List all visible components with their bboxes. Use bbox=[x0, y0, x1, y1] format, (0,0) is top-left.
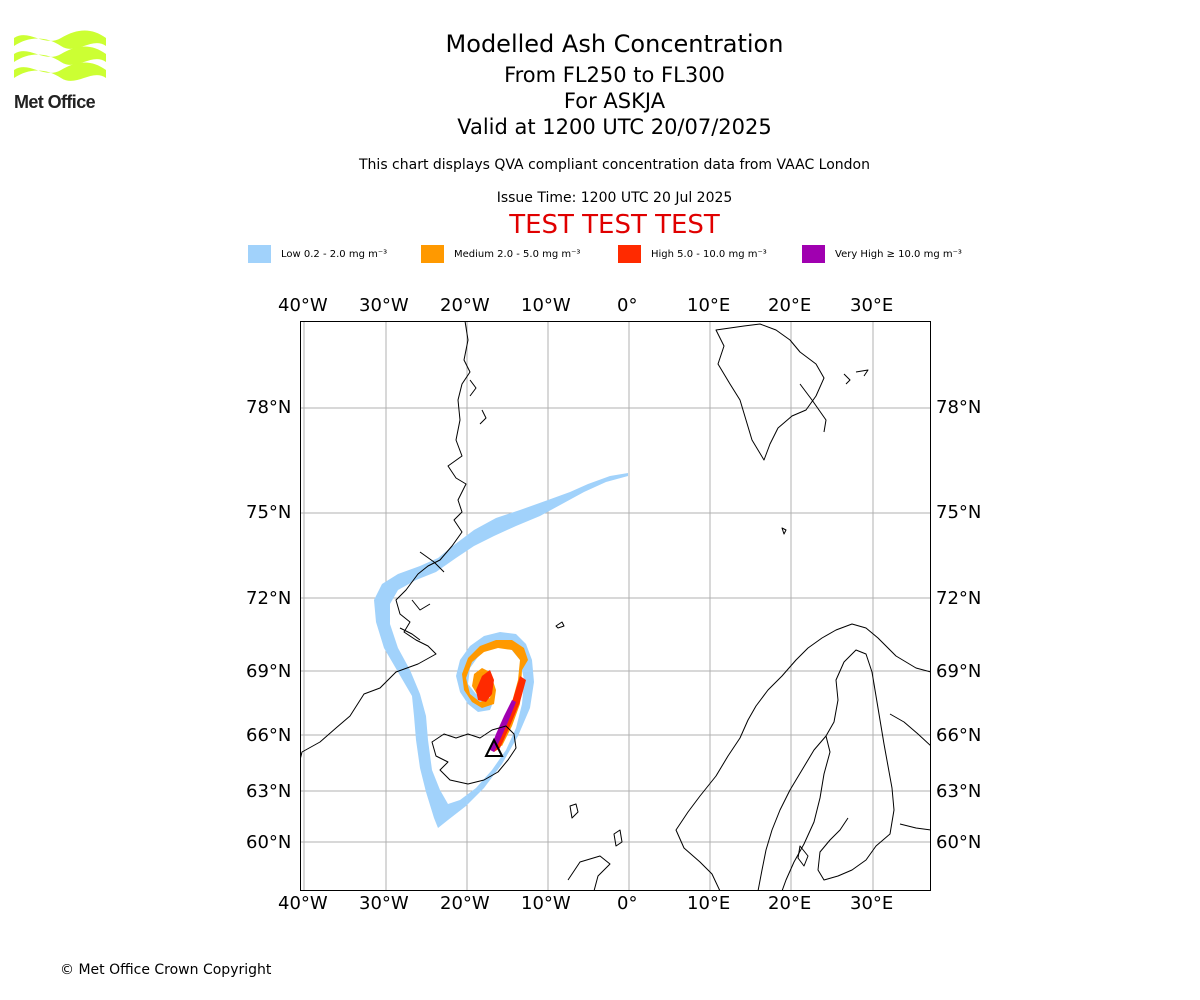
lat-label-right: 78°N bbox=[936, 397, 982, 418]
lat-label-right: 69°N bbox=[936, 661, 982, 682]
lat-label-left: 72°N bbox=[246, 588, 292, 609]
test-banner: TEST TEST TEST bbox=[509, 210, 720, 240]
askja-volcano-marker bbox=[484, 737, 504, 757]
lat-label-left: 63°N bbox=[246, 781, 292, 802]
ash-low bbox=[374, 473, 628, 828]
ash-very-high bbox=[490, 700, 516, 752]
greenland-coast bbox=[300, 321, 471, 761]
chart-title: Modelled Ash Concentration bbox=[445, 30, 784, 58]
legend-item-very-high: Very High ≥ 10.0 mg m⁻³ bbox=[802, 244, 962, 264]
chart-header: Modelled Ash Concentration From FL250 to… bbox=[0, 30, 1200, 240]
iceland-coast bbox=[431, 725, 517, 785]
volcano-name: For ASKJA bbox=[563, 89, 666, 113]
lat-label-left: 75°N bbox=[246, 502, 292, 523]
lon-label-top: 20°E bbox=[768, 295, 812, 316]
lon-label-bottom: 40°W bbox=[278, 893, 328, 914]
legend-label-medium: Medium 2.0 - 5.0 mg m⁻³ bbox=[454, 248, 581, 260]
lon-label-bottom: 0° bbox=[617, 893, 638, 914]
lon-label-top: 10°W bbox=[521, 295, 571, 316]
lat-label-right: 60°N bbox=[936, 832, 982, 853]
legend-label-very-high: Very High ≥ 10.0 mg m⁻³ bbox=[835, 248, 962, 260]
lon-label-top: 10°E bbox=[687, 295, 731, 316]
lon-label-bottom: 30°E bbox=[850, 893, 894, 914]
lat-label-left: 66°N bbox=[246, 725, 292, 746]
lon-label-top: 20°W bbox=[440, 295, 490, 316]
lon-label-top: 40°W bbox=[278, 295, 328, 316]
met-office-logo: Met Office bbox=[14, 30, 109, 112]
lon-label-top: 0° bbox=[617, 295, 638, 316]
legend-item-medium: Medium 2.0 - 5.0 mg m⁻³ bbox=[421, 244, 580, 264]
map-frame bbox=[300, 321, 931, 891]
legend-label-high: High 5.0 - 10.0 mg m⁻³ bbox=[651, 248, 767, 260]
lat-label-left: 69°N bbox=[246, 661, 292, 682]
ash-map bbox=[300, 321, 931, 891]
lon-label-bottom: 20°W bbox=[440, 893, 490, 914]
legend-swatch-low bbox=[248, 245, 271, 263]
legend-item-high: High 5.0 - 10.0 mg m⁻³ bbox=[618, 244, 767, 264]
lat-label-right: 66°N bbox=[936, 725, 982, 746]
scandinavia-coast bbox=[675, 623, 931, 891]
met-office-wave-icon bbox=[14, 30, 106, 81]
jan-mayen-coast bbox=[555, 621, 565, 629]
lon-label-bottom: 30°W bbox=[359, 893, 409, 914]
legend-swatch-high bbox=[618, 245, 641, 263]
logo-text: Met Office bbox=[14, 92, 96, 112]
lat-label-left: 60°N bbox=[246, 832, 292, 853]
lat-label-right: 72°N bbox=[936, 588, 982, 609]
legend-swatch-medium bbox=[421, 245, 444, 263]
legend-swatch-very-high bbox=[802, 245, 825, 263]
legend-item-low: Low 0.2 - 2.0 mg m⁻³ bbox=[248, 244, 387, 264]
lon-label-top: 30°W bbox=[359, 295, 409, 316]
concentration-legend: Low 0.2 - 2.0 mg m⁻³ Medium 2.0 - 5.0 mg… bbox=[248, 244, 1008, 264]
svalbard-coast bbox=[715, 323, 825, 461]
valid-time: Valid at 1200 UTC 20/07/2025 bbox=[457, 115, 772, 139]
graticule bbox=[300, 321, 931, 891]
coastlines bbox=[300, 321, 931, 891]
lat-label-right: 63°N bbox=[936, 781, 982, 802]
lat-label-left: 78°N bbox=[246, 397, 292, 418]
flight-level-range: From FL250 to FL300 bbox=[504, 63, 725, 87]
chart-description: This chart displays QVA compliant concen… bbox=[359, 157, 870, 173]
legend-label-low: Low 0.2 - 2.0 mg m⁻³ bbox=[281, 248, 388, 260]
lat-label-right: 75°N bbox=[936, 502, 982, 523]
lon-label-bottom: 10°W bbox=[521, 893, 571, 914]
lon-label-top: 30°E bbox=[850, 295, 894, 316]
lon-label-bottom: 20°E bbox=[768, 893, 812, 914]
issue-time: Issue Time: 1200 UTC 20 Jul 2025 bbox=[496, 190, 733, 206]
copyright-notice: © Met Office Crown Copyright bbox=[60, 962, 272, 978]
lon-label-bottom: 10°E bbox=[687, 893, 731, 914]
